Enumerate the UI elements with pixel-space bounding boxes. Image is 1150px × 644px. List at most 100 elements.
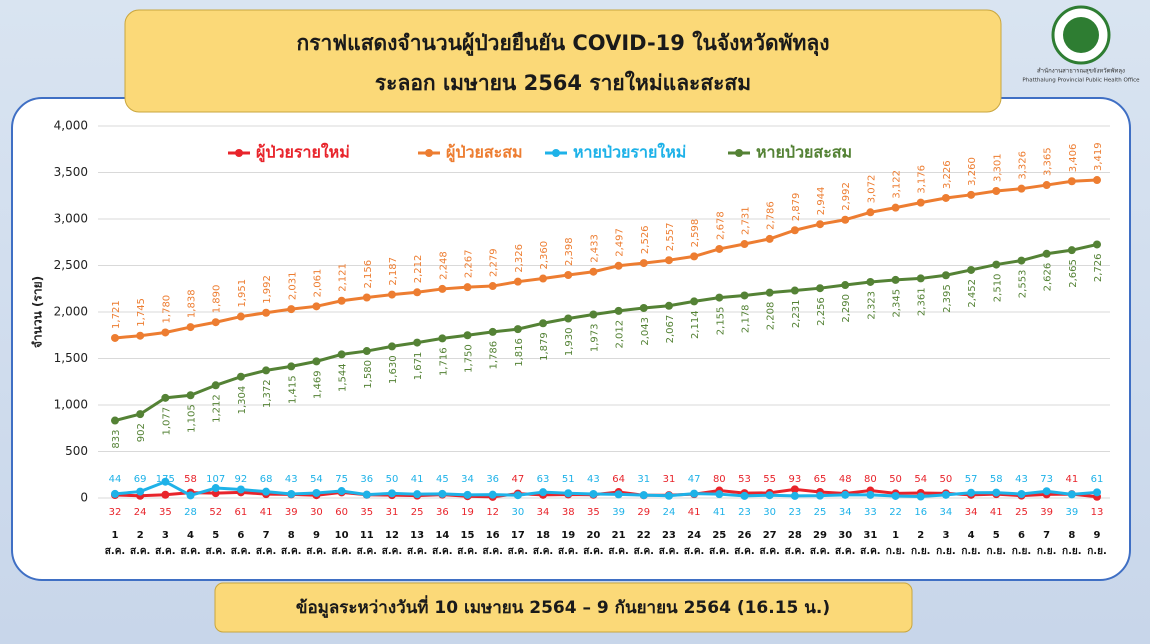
data-label: 2,156 [363,260,374,289]
data-label: 2,345 [892,289,903,318]
y-tick-label: 2,500 [54,258,88,272]
legend-label: หายป่วยสะสม [756,143,852,162]
data-label: 54 [310,474,323,485]
data-label: 12 [486,507,499,518]
data-label: 63 [537,474,550,485]
data-label: 2,944 [816,187,827,216]
data-point [513,325,522,334]
x-tick-label: 19 ส.ค. [558,530,579,557]
data-label: 175 [156,474,175,485]
data-point [413,490,422,499]
data-point [211,381,220,390]
data-label: 33 [864,507,877,518]
data-point [916,274,925,283]
note: ข้อมูลระหว่างวันที่ 10 เมษายน 2564 – 9 ก… [296,595,830,619]
data-label: 2,726 [1093,253,1104,282]
data-label: 24 [663,507,676,518]
data-label: 23 [788,507,801,518]
data-point [841,490,850,499]
data-label: 3,176 [917,165,928,194]
x-tick-label: 5 ส.ค. [205,530,226,557]
data-label: 36 [436,507,449,518]
data-label: 92 [235,474,248,485]
data-label: 31 [637,474,650,485]
data-label: 30 [763,507,776,518]
data-label: 1,930 [564,328,575,357]
data-label: 1,544 [338,363,349,392]
y-tick-label: 500 [65,444,88,458]
x-tick-label: 12 ส.ค. [381,530,403,557]
data-label: 34 [839,507,852,518]
x-tick-label: 3 ส.ค. [155,530,176,557]
series-line [114,480,1098,499]
data-label: 65 [814,474,827,485]
data-label: 2,879 [791,193,802,222]
logo-org-th: สำนักงานสาธารณสุขจังหวัดพัทลุง [1037,68,1125,75]
data-point [1093,240,1101,249]
data-point [664,301,673,310]
data-label: 2,510 [992,274,1003,303]
data-point [639,491,648,500]
data-point [639,304,648,313]
data-point [992,488,1001,497]
data-point [1067,246,1076,255]
data-label: 54 [914,474,927,485]
title-box [124,9,1002,113]
x-tick-label: 23 ส.ค. [658,530,680,557]
x-tick-label: 1 ส.ค. [104,530,126,557]
data-point [740,491,749,500]
data-label: 1,630 [388,355,399,384]
data-label: 2,626 [1043,263,1054,292]
data-label: 35 [360,507,373,518]
data-label: 36 [486,474,499,485]
data-label: 35 [159,507,172,518]
data-point [287,490,296,499]
data-point [387,342,396,351]
data-point [941,193,950,202]
data-point [841,215,850,224]
data-point [967,488,976,497]
data-label: 1,077 [161,407,172,436]
data-label: 2,553 [1017,270,1028,299]
data-label: 2,323 [866,291,877,320]
logo-inner [1063,17,1099,53]
data-label: 75 [335,474,348,485]
data-label: 1,879 [539,332,550,361]
data-label: 2,452 [967,279,978,308]
data-point [614,490,623,499]
series-line [114,243,1098,422]
data-point [186,491,195,500]
data-point [312,488,321,497]
data-label: 13 [1091,507,1104,518]
data-label: 2,256 [816,297,827,326]
data-point [413,338,422,347]
data-label: 2,208 [766,302,777,331]
data-label: 29 [637,507,650,518]
data-point [362,347,371,356]
data-label: 39 [612,507,625,518]
data-label: 2,557 [665,223,676,252]
data-label: 2,121 [338,263,349,292]
y-tick-label: 0 [80,491,88,505]
data-label: 80 [864,474,877,485]
data-point [866,208,875,217]
y-tick-label: 1,000 [54,398,88,412]
data-label: 43 [587,474,600,485]
data-label: 31 [386,507,399,518]
data-label: 39 [285,507,298,518]
data-label: 25 [411,507,424,518]
data-label: 1,415 [287,375,298,404]
data-label: 2,731 [740,206,751,235]
data-point [866,277,875,286]
data-label: 1,816 [514,338,525,367]
data-point [1042,181,1051,190]
data-label: 3,072 [866,175,877,204]
data-point [841,281,850,290]
data-point [463,490,472,499]
data-point [715,293,724,302]
data-label: 902 [136,423,147,442]
data-label: 19 [461,507,474,518]
data-point [967,190,976,199]
data-point [161,477,170,486]
data-point [111,416,119,425]
